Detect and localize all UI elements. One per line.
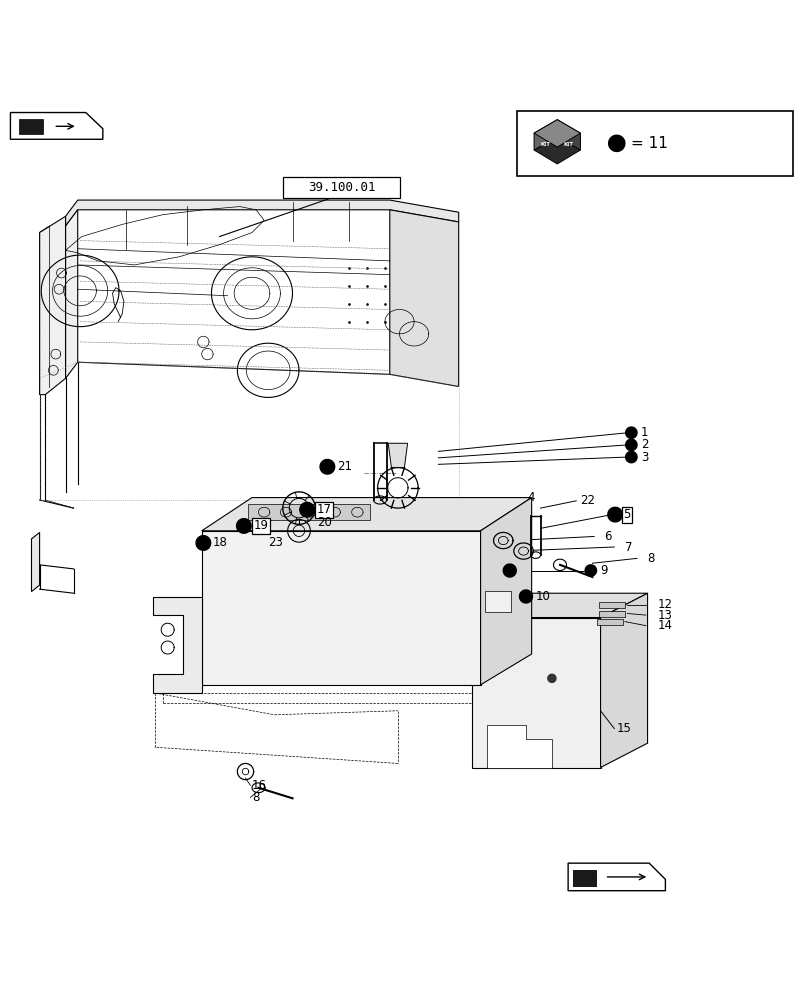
- Text: 39.100.01: 39.100.01: [307, 181, 375, 194]
- Bar: [599, 611, 624, 617]
- Polygon shape: [472, 593, 646, 618]
- Polygon shape: [40, 216, 66, 395]
- Polygon shape: [609, 509, 620, 520]
- Text: KIT: KIT: [540, 142, 550, 147]
- Polygon shape: [625, 451, 637, 463]
- Bar: [282, 177, 400, 198]
- Text: 10: 10: [535, 590, 550, 603]
- Text: 14: 14: [656, 619, 672, 632]
- Polygon shape: [32, 532, 40, 592]
- Text: 1: 1: [641, 426, 648, 439]
- Text: 16: 16: [251, 779, 267, 792]
- Polygon shape: [534, 120, 556, 150]
- Text: 4: 4: [527, 491, 534, 504]
- Polygon shape: [236, 519, 251, 533]
- Polygon shape: [11, 113, 103, 139]
- Text: 19: 19: [253, 519, 268, 532]
- Polygon shape: [153, 597, 201, 693]
- Text: 8: 8: [251, 791, 259, 804]
- Polygon shape: [534, 137, 580, 164]
- Text: 5: 5: [623, 508, 630, 521]
- Polygon shape: [299, 502, 314, 517]
- Text: 12: 12: [656, 598, 672, 611]
- Polygon shape: [388, 443, 407, 468]
- Text: 23: 23: [268, 536, 283, 549]
- Bar: [597, 619, 623, 625]
- Polygon shape: [556, 120, 580, 150]
- Text: 8: 8: [646, 552, 654, 565]
- Text: 22: 22: [580, 494, 594, 507]
- Polygon shape: [519, 590, 532, 603]
- Bar: [19, 119, 43, 134]
- Polygon shape: [320, 459, 334, 474]
- Polygon shape: [201, 498, 531, 531]
- Polygon shape: [625, 439, 637, 451]
- Text: 18: 18: [212, 536, 228, 549]
- Polygon shape: [607, 507, 622, 522]
- Polygon shape: [625, 427, 637, 438]
- Polygon shape: [568, 863, 664, 891]
- Polygon shape: [238, 520, 249, 532]
- Text: 6: 6: [604, 530, 611, 543]
- Polygon shape: [585, 565, 596, 576]
- Text: 2: 2: [641, 438, 648, 451]
- Polygon shape: [389, 210, 458, 387]
- Polygon shape: [487, 725, 551, 768]
- Polygon shape: [66, 200, 458, 226]
- Polygon shape: [547, 674, 556, 682]
- Polygon shape: [520, 591, 531, 602]
- Polygon shape: [195, 536, 210, 550]
- Polygon shape: [472, 618, 600, 768]
- Polygon shape: [485, 591, 511, 612]
- Polygon shape: [600, 593, 646, 768]
- Text: 15: 15: [616, 722, 631, 735]
- Bar: [517, 111, 792, 176]
- Text: KIT: KIT: [563, 142, 573, 147]
- Polygon shape: [608, 135, 624, 151]
- Polygon shape: [301, 504, 312, 515]
- Polygon shape: [321, 461, 333, 472]
- Polygon shape: [480, 498, 531, 685]
- Text: = 11: = 11: [631, 136, 667, 151]
- Polygon shape: [534, 120, 580, 147]
- Text: 3: 3: [641, 451, 648, 464]
- Polygon shape: [201, 531, 480, 685]
- Text: 13: 13: [656, 609, 672, 622]
- Bar: [599, 602, 624, 608]
- Polygon shape: [503, 564, 516, 577]
- Bar: [573, 870, 597, 887]
- Polygon shape: [197, 537, 208, 549]
- Text: 9: 9: [600, 564, 607, 577]
- Text: 17: 17: [316, 503, 332, 516]
- Text: 21: 21: [337, 460, 352, 473]
- Text: 20: 20: [316, 516, 332, 529]
- Polygon shape: [247, 504, 369, 520]
- Text: 7: 7: [624, 541, 632, 554]
- Polygon shape: [66, 210, 78, 378]
